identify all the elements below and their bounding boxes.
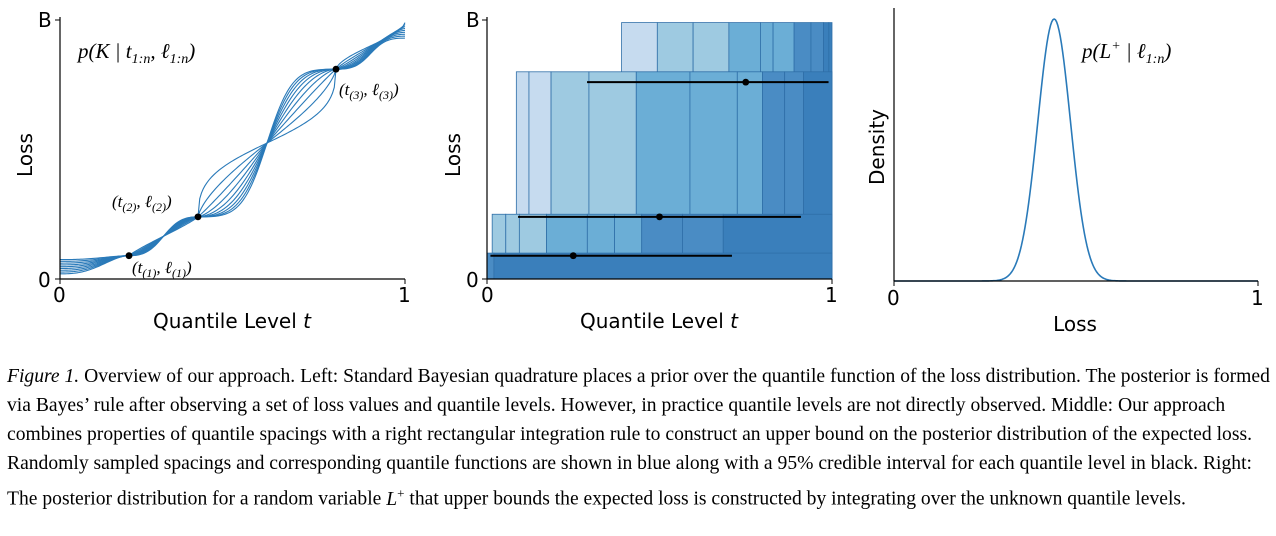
left-x-label: Quantile Level t	[153, 309, 312, 333]
credible-interval-point-2	[656, 213, 663, 221]
middle-y-label: Loss	[441, 133, 465, 177]
middle-y-tick-zero: 0	[466, 268, 479, 292]
left-point-3	[332, 65, 340, 73]
figure-1: B 0 0 1 Loss Quantile Level t p(K | t1:n…	[13, 8, 1264, 336]
middle-spacing-bars	[486, 22, 833, 280]
left-point-label-1: (t(1), ℓ(1))	[132, 258, 192, 280]
spacing-bar	[493, 252, 833, 280]
right-x-tick-0: 0	[887, 286, 900, 310]
right-x-tick-1: 1	[1251, 286, 1264, 310]
left-sample-curve	[60, 35, 406, 262]
caption-tail: that upper bounds the expected loss is c…	[409, 488, 1186, 510]
left-y-tick-zero: 0	[38, 268, 51, 292]
middle-x-label: Quantile Level t	[580, 309, 739, 333]
right-x-label: Loss	[1053, 312, 1097, 336]
spacing-bar	[486, 252, 495, 280]
left-x-tick-0: 0	[53, 283, 66, 307]
credible-interval-point-1	[569, 252, 577, 260]
left-y-tick-top: B	[38, 8, 52, 32]
middle-x-tick-0: 0	[481, 283, 494, 307]
figure-caption: Figure 1. Overview of our approach. Left…	[7, 362, 1273, 514]
middle-panel: B 0 0 1 Loss Quantile Level t	[441, 8, 838, 333]
left-formula: p(K | t1:n, ℓ1:n)	[76, 39, 195, 67]
credible-interval-point-3	[742, 78, 750, 86]
middle-credible-intervals	[490, 78, 829, 260]
left-y-label: Loss	[13, 133, 37, 177]
right-panel: 0 1 Density Loss p(L+ | ℓ1:n)	[865, 8, 1264, 336]
left-observed-points	[125, 65, 340, 260]
left-x-tick-1: 1	[398, 283, 411, 307]
right-formula: p(L+ | ℓ1:n)	[1080, 39, 1171, 67]
left-point-label-3: (t(3), ℓ(3))	[339, 80, 399, 102]
left-panel: B 0 0 1 Loss Quantile Level t p(K | t1:n…	[13, 8, 411, 333]
left-point-2	[194, 213, 202, 221]
left-point-1	[125, 252, 133, 260]
left-sample-curve	[60, 22, 406, 275]
left-sample-curve	[60, 33, 406, 264]
left-sample-curve	[60, 37, 406, 261]
caption-text: Overview of our approach. Left: Standard…	[7, 366, 1270, 510]
right-density-curve	[894, 18, 1258, 282]
caption-variable: L+	[386, 485, 405, 510]
left-point-label-2: (t(2), ℓ(2))	[112, 192, 172, 214]
caption-label: Figure 1.	[7, 366, 80, 387]
middle-x-tick-1: 1	[825, 283, 838, 307]
right-y-label: Density	[865, 109, 889, 185]
middle-y-tick-top: B	[466, 8, 480, 32]
left-sample-curves	[60, 22, 406, 275]
